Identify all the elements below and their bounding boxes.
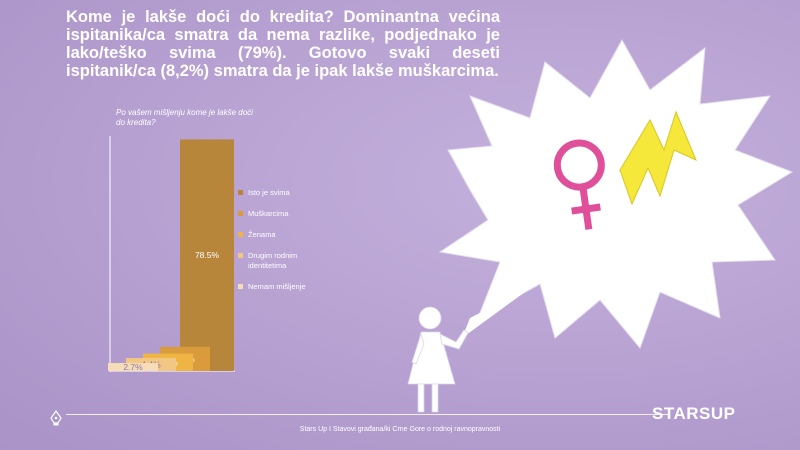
legend-item: Ženama — [238, 230, 328, 240]
speech-bubble-tail — [462, 292, 525, 338]
legend-item: Muškarcima — [238, 209, 328, 219]
footer-divider — [66, 414, 670, 415]
legend-label: Isto je svima — [248, 188, 290, 197]
legend-swatch-2 — [238, 232, 243, 237]
footer-source: Stars Up I Stavovi građana/ki Crne Gore … — [299, 426, 501, 433]
bar-value-label-0: 78.5% — [195, 250, 220, 260]
lightning-bolt-icon — [619, 110, 697, 206]
legend-label: Nemam mišljenje — [248, 282, 306, 291]
legend-item: Nemam mišljenje — [238, 282, 328, 292]
female-symbol-icon — [553, 139, 605, 230]
bar-4 — [108, 363, 158, 371]
chart-legend: Isto je svima Muškarcima Ženama Drugim r… — [238, 188, 328, 303]
legend-swatch-3 — [238, 253, 243, 258]
woman-figure-icon — [407, 306, 469, 413]
legend-swatch-4 — [238, 284, 243, 289]
brand-logo: STARSUP — [652, 404, 736, 423]
legend-swatch-1 — [238, 211, 243, 216]
legend-item: Isto je svima — [238, 188, 328, 198]
legend-item: Drugim rodnim identitetima — [238, 251, 328, 271]
chart-title: Po vašem mišljenju kome je lakše doći do… — [116, 108, 253, 127]
legend-swatch-0 — [238, 190, 243, 195]
bar-0 — [180, 139, 234, 371]
bar-value-label-4: 2.7% — [123, 362, 143, 372]
pen-nib-icon — [50, 410, 62, 426]
legend-label: Muškarcima — [248, 209, 289, 218]
legend-label: Drugim rodnim identitetima — [248, 251, 298, 270]
legend-label: Ženama — [248, 230, 276, 239]
headline: Kome je lakše doći do kredita? Dominantn… — [66, 8, 500, 80]
